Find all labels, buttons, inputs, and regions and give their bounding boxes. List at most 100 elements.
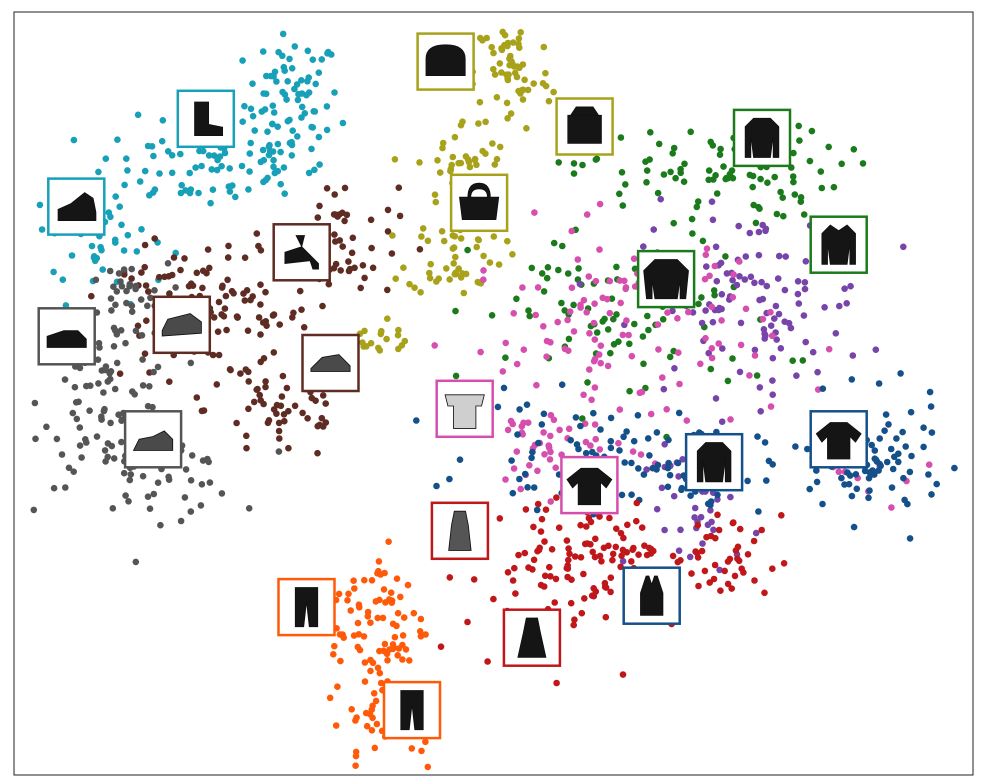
data-point <box>294 96 302 104</box>
data-point <box>865 474 873 482</box>
data-point <box>177 150 184 158</box>
data-point <box>379 614 387 622</box>
data-point <box>520 346 528 354</box>
data-point <box>570 160 578 167</box>
data-point <box>374 614 382 622</box>
data-point <box>332 722 340 729</box>
data-point <box>706 579 713 586</box>
data-point <box>120 469 128 477</box>
data-point <box>514 63 521 70</box>
data-point <box>110 455 118 462</box>
data-point <box>269 102 277 109</box>
data-point <box>619 331 627 339</box>
data-point <box>293 81 301 88</box>
data-point <box>384 206 392 214</box>
data-point <box>601 583 609 591</box>
data-point <box>446 574 454 581</box>
data-point <box>538 421 546 428</box>
data-point <box>218 490 226 497</box>
data-point <box>654 321 662 328</box>
data-point <box>298 306 305 314</box>
data-point <box>503 99 511 107</box>
data-point <box>868 441 875 449</box>
data-point <box>565 335 573 343</box>
data-point <box>459 118 466 125</box>
data-point <box>345 590 352 598</box>
data-point <box>368 244 375 252</box>
thumbnail-tshirt-dark <box>809 410 868 469</box>
data-point <box>436 169 444 176</box>
data-point <box>205 152 213 159</box>
data-point <box>711 291 718 299</box>
data-point <box>753 372 761 379</box>
data-point <box>644 435 652 442</box>
data-point <box>209 186 217 193</box>
thumbnail-top-halter <box>622 566 681 625</box>
data-point <box>769 391 776 399</box>
thumbnails-layer <box>37 32 868 740</box>
data-point <box>638 388 646 396</box>
data-point <box>734 543 742 551</box>
data-point <box>767 403 775 410</box>
data-point <box>151 287 158 294</box>
data-point <box>902 443 909 450</box>
data-point <box>501 31 509 39</box>
data-point <box>801 285 809 293</box>
data-point <box>356 646 364 654</box>
data-point <box>755 251 763 259</box>
data-point <box>587 442 594 449</box>
data-point <box>305 169 313 177</box>
data-point <box>418 233 425 240</box>
data-point <box>565 425 573 433</box>
data-point <box>124 167 131 174</box>
data-point <box>121 181 128 189</box>
data-point <box>509 577 517 584</box>
data-point <box>337 267 345 274</box>
data-point <box>113 359 121 367</box>
data-point <box>734 555 741 562</box>
data-point <box>621 459 628 466</box>
data-point <box>680 178 688 185</box>
data-point <box>951 464 958 472</box>
data-point <box>384 228 392 235</box>
data-point <box>345 267 353 275</box>
data-point <box>802 338 809 346</box>
data-point <box>718 418 726 426</box>
data-point <box>416 159 423 166</box>
data-point <box>564 573 571 581</box>
data-point <box>736 368 744 376</box>
data-point <box>475 120 482 127</box>
data-point <box>126 476 134 484</box>
data-point <box>198 481 206 488</box>
data-point <box>751 352 759 359</box>
data-point <box>382 599 389 606</box>
data-point <box>65 464 73 472</box>
data-point <box>504 237 511 245</box>
data-point <box>339 119 347 127</box>
data-point <box>525 564 532 571</box>
data-point <box>613 263 620 271</box>
thumbnail-frame <box>382 680 442 740</box>
data-point <box>101 447 109 454</box>
tote-bag-icon <box>459 182 500 221</box>
data-point <box>511 69 519 77</box>
data-point <box>708 354 716 362</box>
data-point <box>528 264 536 272</box>
data-point <box>351 585 358 592</box>
data-point <box>547 498 554 505</box>
data-point <box>607 444 615 452</box>
data-point <box>350 632 358 639</box>
data-point <box>709 318 717 326</box>
data-point <box>616 277 624 284</box>
data-point <box>836 302 843 310</box>
data-point <box>128 302 136 310</box>
data-point <box>577 521 584 529</box>
data-point <box>695 582 702 590</box>
running-shoe-icon <box>132 430 174 451</box>
data-point <box>381 640 389 648</box>
data-point <box>612 543 620 551</box>
data-point <box>426 274 434 282</box>
data-point <box>607 414 615 422</box>
data-point <box>669 307 676 315</box>
data-point <box>318 414 326 422</box>
